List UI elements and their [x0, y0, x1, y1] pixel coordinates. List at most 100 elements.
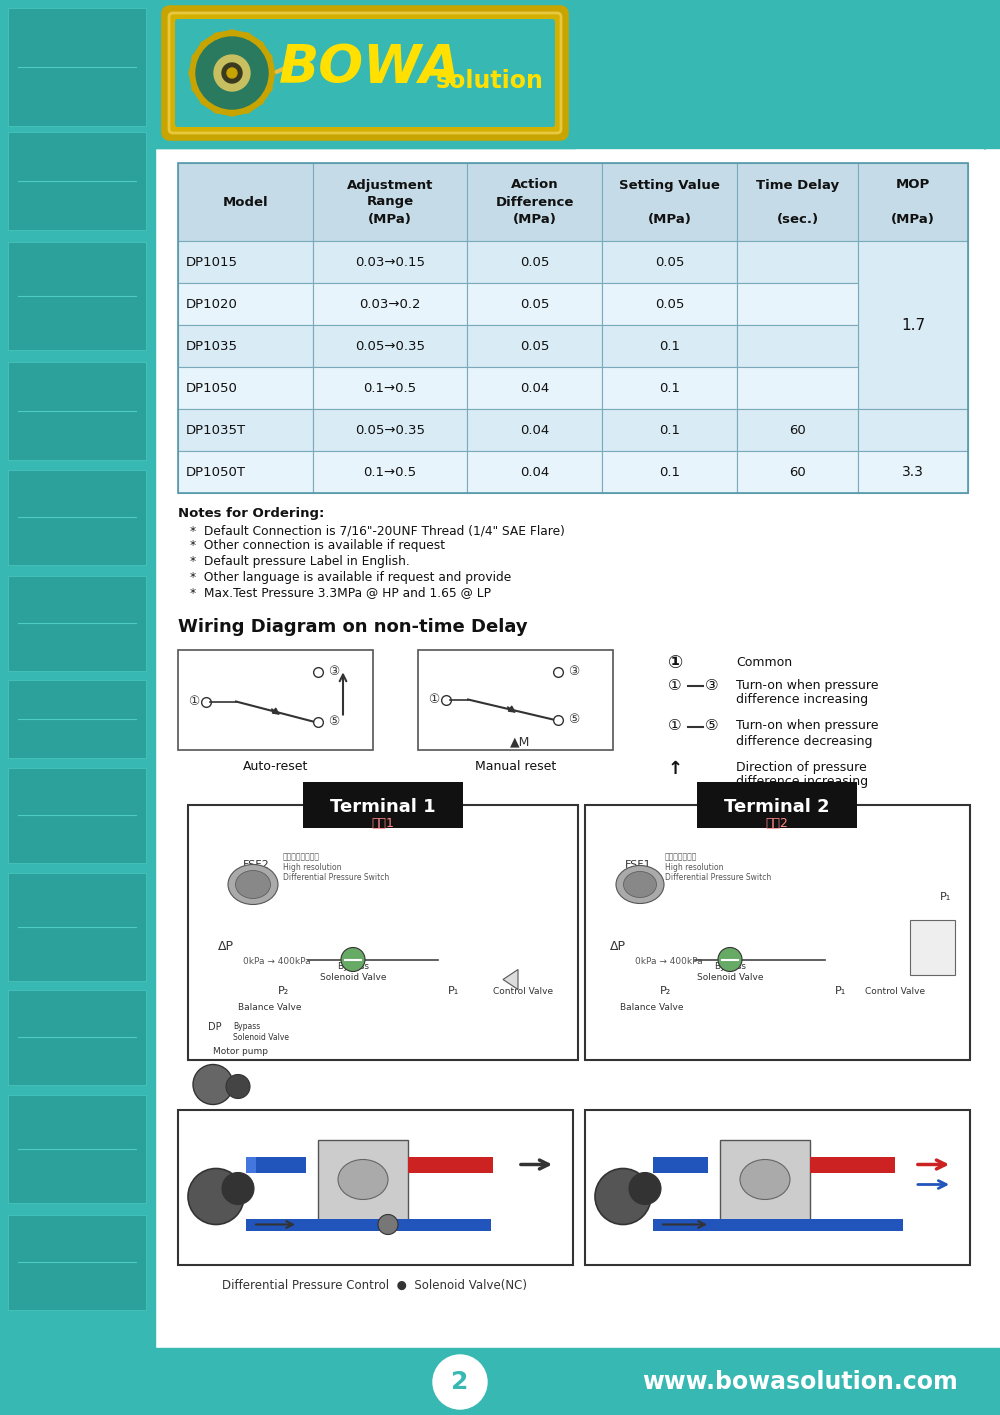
Text: Differential Pressure Switch  ●: Differential Pressure Switch ●: [600, 91, 965, 110]
Circle shape: [242, 103, 252, 113]
Circle shape: [227, 106, 237, 116]
Circle shape: [214, 55, 250, 91]
Bar: [303, 781, 463, 828]
Text: P₂: P₂: [278, 986, 289, 996]
Bar: [313, 409, 467, 451]
Bar: [602, 409, 737, 451]
Text: Auto-reset: Auto-reset: [243, 760, 308, 773]
Bar: [8, 681, 146, 758]
Bar: [467, 163, 602, 241]
Text: Bypass
Solenoid Valve: Bypass Solenoid Valve: [233, 1022, 289, 1041]
Bar: [910, 920, 955, 975]
Text: DP1050T: DP1050T: [186, 466, 246, 478]
Bar: [585, 1109, 970, 1265]
Circle shape: [189, 68, 199, 78]
Text: Bypass
Solenoid Valve: Bypass Solenoid Valve: [697, 962, 763, 982]
Text: solution: solution: [436, 69, 544, 93]
Text: ▲M: ▲M: [510, 734, 531, 749]
Circle shape: [192, 82, 202, 92]
Circle shape: [196, 37, 268, 109]
Text: ↑: ↑: [668, 760, 683, 777]
Bar: [737, 163, 858, 241]
Circle shape: [262, 82, 272, 92]
Text: ⑤: ⑤: [705, 719, 719, 733]
Bar: [467, 241, 602, 283]
Text: 3.3: 3.3: [902, 466, 924, 480]
Bar: [858, 241, 968, 409]
Text: 终端1: 终端1: [372, 816, 394, 831]
Bar: [178, 409, 313, 451]
Bar: [8, 1095, 146, 1203]
Text: www.bowasolution.com: www.bowasolution.com: [642, 1370, 958, 1394]
Text: Manual reset: Manual reset: [475, 760, 556, 773]
Text: Balance Valve: Balance Valve: [620, 1002, 684, 1012]
Bar: [467, 283, 602, 325]
Bar: [602, 163, 737, 241]
Bar: [8, 873, 146, 981]
Text: DP1020: DP1020: [186, 297, 238, 310]
Bar: [313, 325, 467, 366]
Text: 0.1: 0.1: [659, 382, 680, 395]
Text: ΔP: ΔP: [610, 940, 626, 952]
Bar: [8, 576, 146, 671]
Text: Control Valve: Control Valve: [493, 988, 553, 996]
Text: ③: ③: [705, 678, 719, 692]
Circle shape: [254, 95, 264, 105]
Text: 0kPa → 400kPa: 0kPa → 400kPa: [243, 958, 311, 966]
Circle shape: [190, 31, 274, 115]
Text: Wiring Diagram on non-time Delay: Wiring Diagram on non-time Delay: [178, 617, 528, 635]
Bar: [737, 366, 858, 409]
Text: 压差开关: 压差开关: [895, 48, 965, 76]
Circle shape: [254, 41, 264, 51]
Text: Setting Value

(MPa): Setting Value (MPa): [619, 178, 720, 225]
Text: *  Max.Test Pressure 3.3MPa @ HP and 1.65 @ LP: * Max.Test Pressure 3.3MPa @ HP and 1.65…: [190, 586, 491, 599]
FancyBboxPatch shape: [169, 13, 561, 133]
Text: 0.1: 0.1: [659, 423, 680, 436]
Bar: [8, 242, 146, 350]
Text: 0.1→0.5: 0.1→0.5: [363, 466, 417, 478]
Text: 0.05→0.35: 0.05→0.35: [355, 340, 425, 352]
Circle shape: [718, 948, 742, 972]
Text: 可调节差压水开关
High resolution
Differential Pressure Switch: 可调节差压水开关 High resolution Differential Pr…: [283, 852, 389, 883]
Text: Direction of pressure
difference increasing: Direction of pressure difference increas…: [736, 760, 868, 788]
Text: ①: ①: [188, 695, 199, 708]
Bar: [467, 409, 602, 451]
Circle shape: [629, 1173, 661, 1204]
Circle shape: [265, 68, 275, 78]
Text: Differential Pressure Control  ●  Solenoid Valve(NC): Differential Pressure Control ● Solenoid…: [222, 1279, 528, 1292]
Bar: [858, 451, 968, 492]
Circle shape: [212, 103, 222, 113]
Text: 0.03→0.2: 0.03→0.2: [359, 297, 421, 310]
Text: 可调节差压开关
High resolution
Differential Pressure Switch: 可调节差压开关 High resolution Differential Pre…: [665, 852, 771, 883]
Circle shape: [200, 41, 210, 51]
Text: ①: ①: [668, 678, 682, 692]
Text: DP: DP: [208, 1022, 222, 1032]
Text: FSF1: FSF1: [625, 859, 652, 869]
Text: DP1035: DP1035: [186, 340, 238, 352]
Text: Terminal 2: Terminal 2: [724, 798, 830, 816]
Bar: [8, 990, 146, 1085]
Circle shape: [262, 54, 272, 64]
Circle shape: [193, 1064, 233, 1105]
Bar: [178, 163, 968, 492]
Text: P₁: P₁: [940, 891, 951, 901]
Text: 0kPa → 400kPa: 0kPa → 400kPa: [635, 958, 703, 966]
Bar: [408, 1156, 493, 1173]
Bar: [467, 325, 602, 366]
Circle shape: [226, 1074, 250, 1098]
Circle shape: [200, 95, 210, 105]
Text: ①: ①: [668, 655, 683, 672]
Bar: [313, 451, 467, 492]
Text: 0.05→0.35: 0.05→0.35: [355, 423, 425, 436]
Text: Adjustment
Range
(MPa): Adjustment Range (MPa): [347, 178, 433, 225]
Bar: [246, 1218, 491, 1231]
Bar: [602, 366, 737, 409]
FancyBboxPatch shape: [164, 8, 566, 139]
Text: 0.05: 0.05: [520, 340, 549, 352]
Bar: [467, 366, 602, 409]
Bar: [155, 0, 575, 149]
Bar: [737, 451, 858, 492]
Bar: [8, 362, 146, 460]
Bar: [155, 1348, 1000, 1415]
Text: P₁: P₁: [940, 957, 951, 966]
